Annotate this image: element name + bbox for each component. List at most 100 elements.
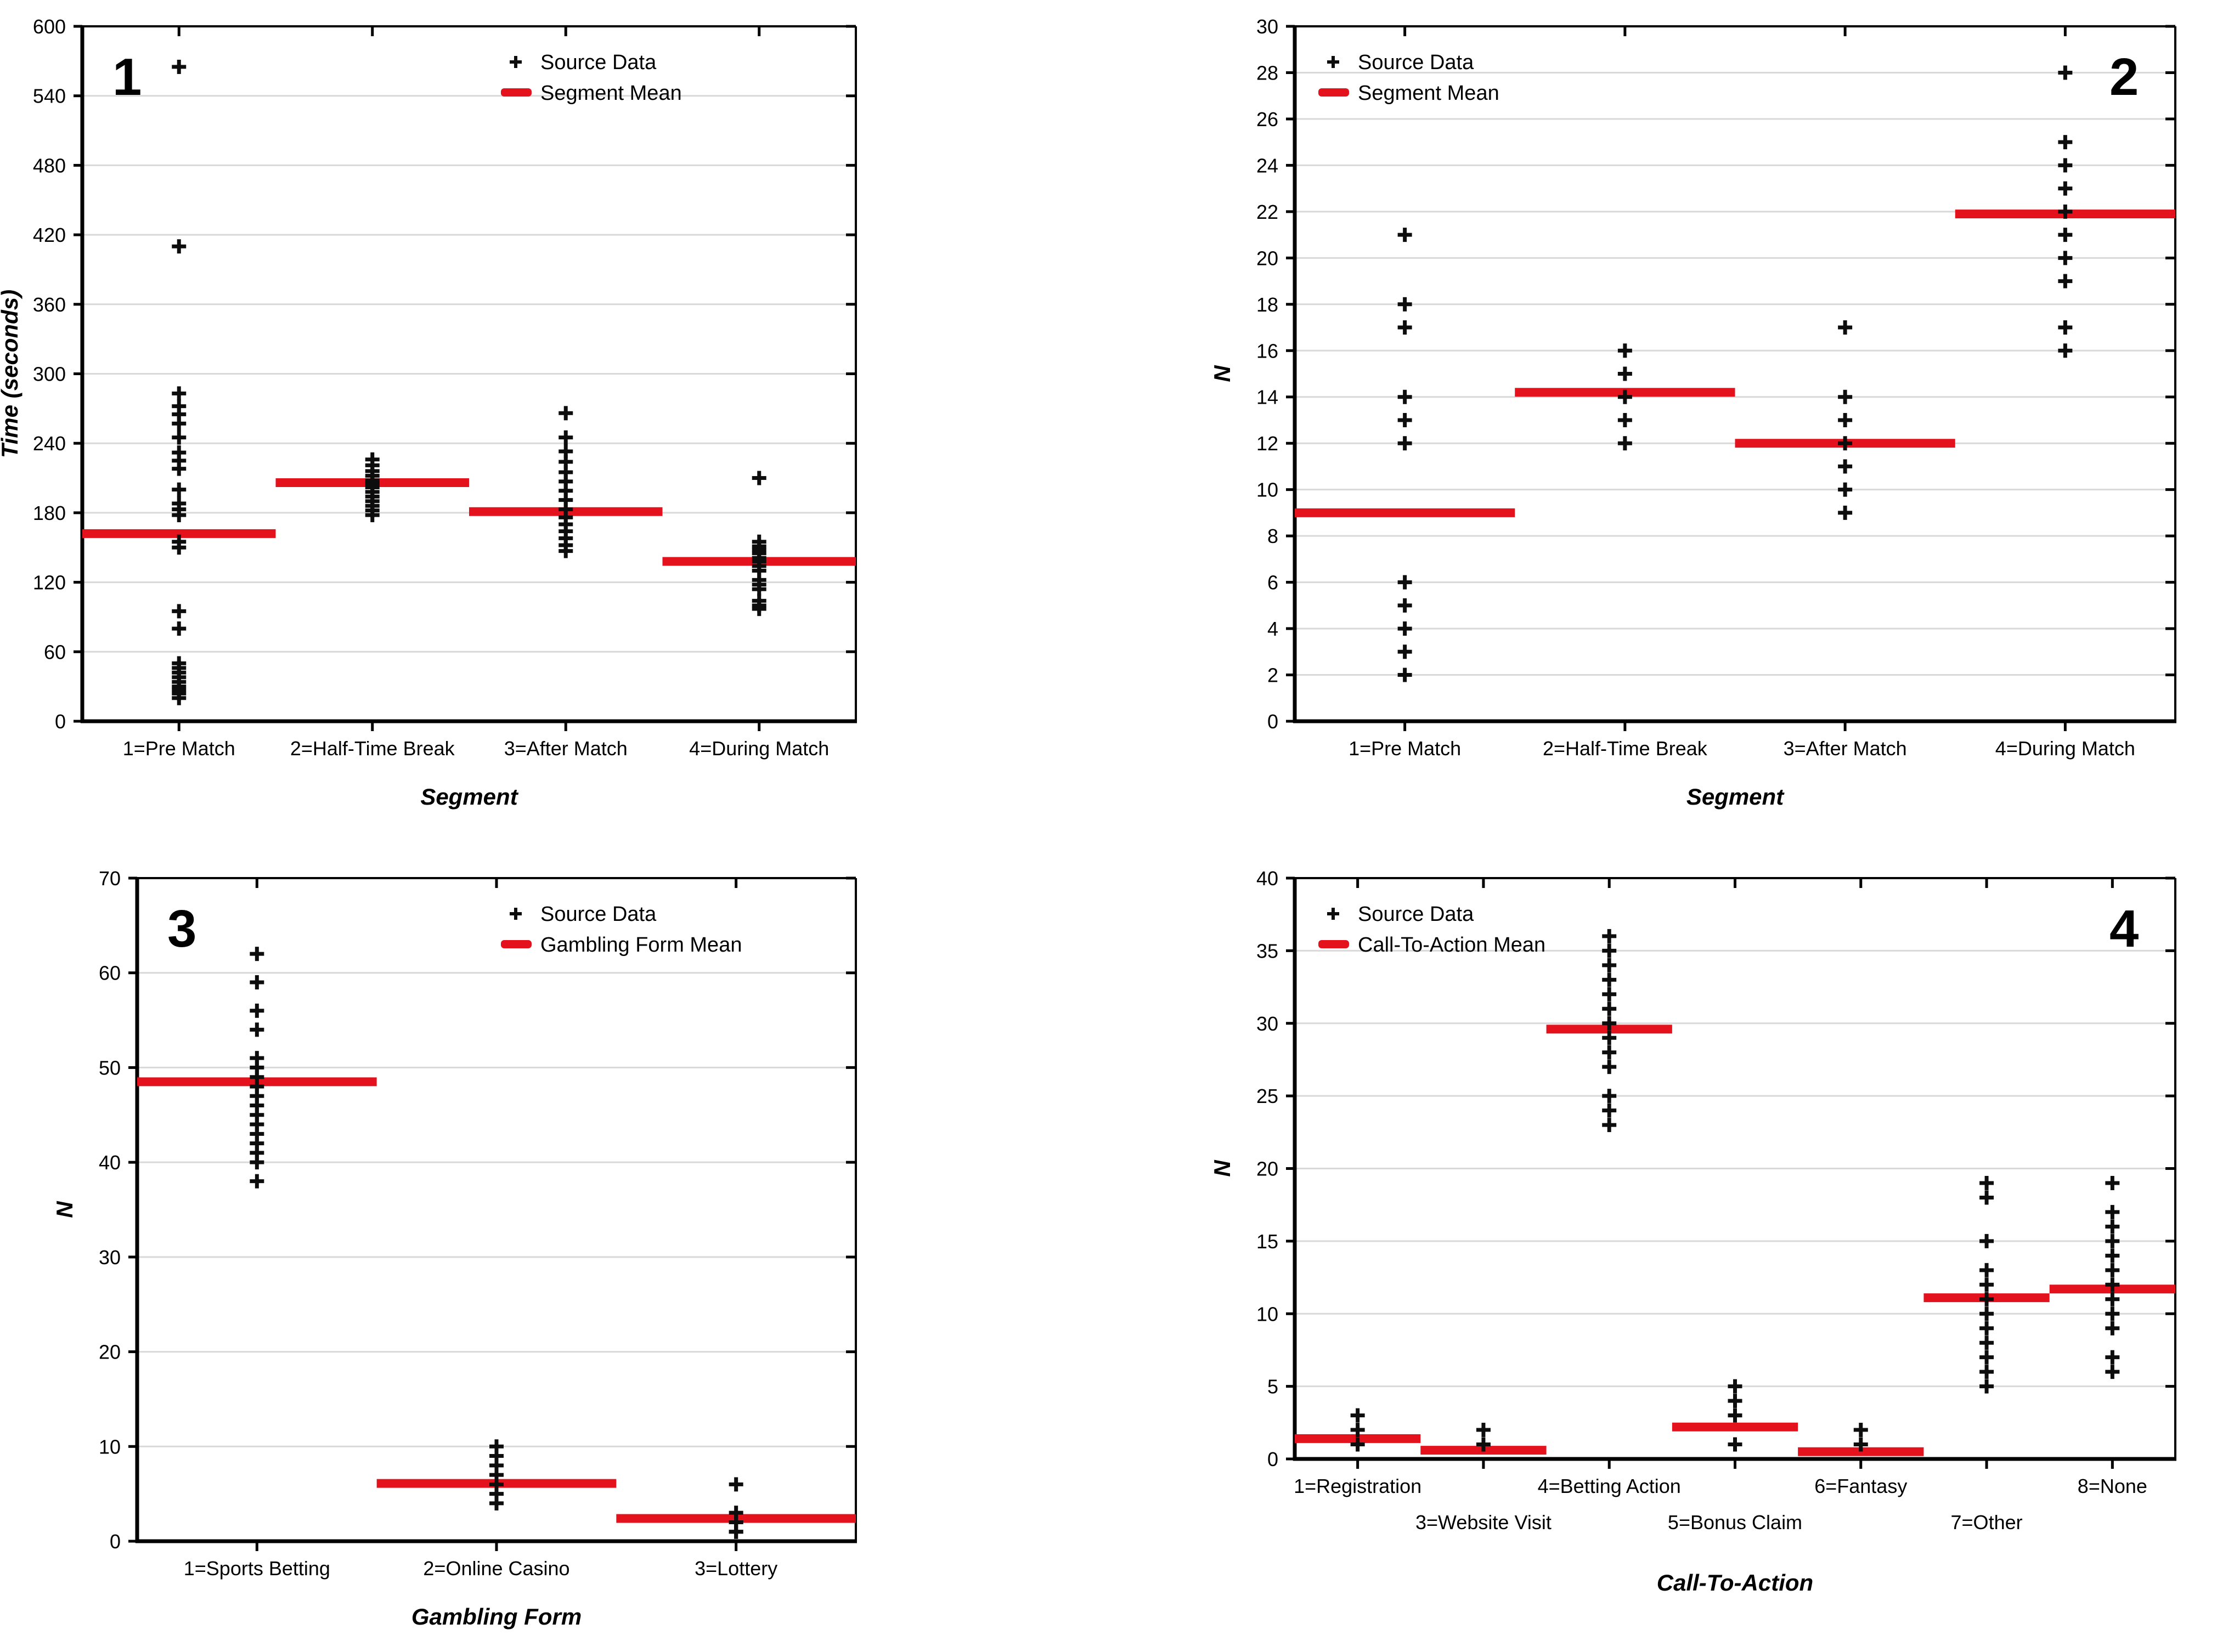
data-point-marker xyxy=(1728,1408,1742,1423)
data-point-marker xyxy=(2105,1248,2120,1263)
data-point-marker xyxy=(558,430,573,445)
data-point-marker xyxy=(172,621,187,636)
data-point-marker xyxy=(250,1155,264,1170)
panel-number-label: 3 xyxy=(167,899,196,958)
legend-source-label: Source Data xyxy=(540,903,657,926)
data-point-marker xyxy=(1602,1002,1617,1016)
y-tick-label: 2 xyxy=(1267,664,1278,687)
data-point-marker xyxy=(365,508,380,523)
y-tick-label: 5 xyxy=(1267,1376,1278,1398)
y-tick-label: 18 xyxy=(1256,293,1278,316)
data-point-marker xyxy=(2058,320,2073,335)
x-tick-label: 1=Pre Match xyxy=(1349,737,1461,760)
data-point-marker xyxy=(1602,1031,1617,1045)
data-point-marker xyxy=(1476,1423,1491,1438)
data-point-marker xyxy=(729,1524,743,1539)
data-point-marker xyxy=(1602,1060,1617,1074)
data-point-marker xyxy=(1397,598,1412,613)
data-point-marker xyxy=(1397,621,1412,636)
panel-number-label: 1 xyxy=(112,48,142,106)
panel-4-n-by-call-to-action: 0 5 10 15 20 25 30 35 40 1=Registration 3=Website … xyxy=(1117,826,2234,1652)
data-point-marker xyxy=(2105,1175,2120,1190)
panel-number-label: 2 xyxy=(2109,48,2139,106)
y-tick-label: 600 xyxy=(33,15,66,38)
data-point-marker xyxy=(1838,436,1853,451)
x-tick-label: 2=Half-Time Break xyxy=(1543,737,1708,760)
y-tick-label: 14 xyxy=(1256,386,1278,409)
data-point-marker xyxy=(172,540,187,555)
x-tick-label: 3=After Match xyxy=(1784,737,1907,760)
data-point-marker xyxy=(172,604,187,619)
y-tick-label: 16 xyxy=(1256,340,1278,362)
legend-mean-marker xyxy=(501,940,532,948)
data-point-marker xyxy=(1838,482,1853,497)
data-point-marker xyxy=(1728,1437,1742,1452)
data-point-marker xyxy=(2105,1306,2120,1321)
legend-source-label: Source Data xyxy=(540,51,657,74)
x-tick-label: 8=None xyxy=(2078,1475,2147,1497)
data-point-marker xyxy=(1476,1437,1491,1452)
x-tick-label: 4=During Match xyxy=(689,737,829,760)
data-point-marker xyxy=(1602,972,1617,987)
data-point-marker xyxy=(1602,987,1617,1002)
x-tick-label: 3=Lottery xyxy=(695,1557,777,1580)
x-tick-label: 4=Betting Action xyxy=(1538,1475,1681,1497)
legend-mean-label: Gambling Form Mean xyxy=(540,934,742,957)
data-point-marker xyxy=(1979,1292,1994,1306)
legend-source-marker xyxy=(510,56,522,68)
data-point-marker xyxy=(2058,65,2073,80)
mean-line-5 xyxy=(1798,1447,1924,1456)
y-tick-label: 30 xyxy=(99,1246,121,1269)
data-point-marker xyxy=(2058,158,2073,173)
data-point-marker xyxy=(489,1496,504,1510)
y-tick-label: 70 xyxy=(99,867,121,890)
y-tick-label: 26 xyxy=(1256,108,1278,131)
data-point-marker xyxy=(2105,1350,2120,1365)
legend-mean-marker xyxy=(1318,940,1349,948)
y-tick-label: 12 xyxy=(1256,432,1278,455)
data-point-marker xyxy=(1979,1175,1994,1190)
legend-source-marker xyxy=(510,908,522,920)
data-point-marker xyxy=(2105,1277,2120,1292)
data-point-marker xyxy=(752,602,766,616)
data-point-marker xyxy=(1397,389,1412,404)
data-point-marker xyxy=(2105,1219,2120,1234)
x-tick-label: 2=Half-Time Break xyxy=(290,737,455,760)
y-tick-label: 0 xyxy=(110,1530,121,1553)
y-tick-label: 30 xyxy=(1256,1012,1278,1035)
data-point-marker xyxy=(1979,1263,1994,1277)
y-tick-label: 24 xyxy=(1256,154,1278,177)
legend: Source Data Segment Mean xyxy=(501,51,682,105)
data-point-marker xyxy=(1838,412,1853,427)
data-point-marker xyxy=(1979,1365,1994,1379)
data-point-marker xyxy=(1397,297,1412,312)
y-tick-label: 0 xyxy=(1267,1448,1278,1470)
y-tick-label: 10 xyxy=(99,1435,121,1458)
legend-source-label: Source Data xyxy=(1358,903,1474,926)
data-point-marker xyxy=(1838,320,1853,335)
data-point-marker xyxy=(172,239,187,254)
data-point-marker xyxy=(1350,1423,1365,1438)
data-point-marker xyxy=(172,430,187,445)
y-tick-label: 40 xyxy=(1256,867,1278,890)
y-tick-label: 25 xyxy=(1256,1085,1278,1107)
y-tick-label: 22 xyxy=(1256,201,1278,223)
data-point-marker xyxy=(1979,1190,1994,1205)
legend: Source Data Gambling Form Mean xyxy=(501,903,742,957)
x-axis-title: Gambling Form xyxy=(411,1604,582,1630)
data-point-marker xyxy=(2058,181,2073,196)
y-tick-label: 15 xyxy=(1256,1230,1278,1253)
y-tick-label: 20 xyxy=(99,1341,121,1364)
x-tick-label: 3=Website Visit xyxy=(1415,1511,1552,1534)
y-tick-label: 6 xyxy=(1267,572,1278,594)
x-tick-label: 3=After Match xyxy=(504,737,628,760)
mean-line-1 xyxy=(1295,508,1515,517)
data-point-marker xyxy=(2058,251,2073,265)
data-point-marker xyxy=(1397,228,1412,242)
data-point-marker xyxy=(1838,459,1853,474)
y-tick-label: 120 xyxy=(33,572,66,594)
legend-mean-label: Call-To-Action Mean xyxy=(1358,934,1545,957)
y-tick-label: 40 xyxy=(99,1151,121,1174)
data-point-marker xyxy=(172,691,187,705)
